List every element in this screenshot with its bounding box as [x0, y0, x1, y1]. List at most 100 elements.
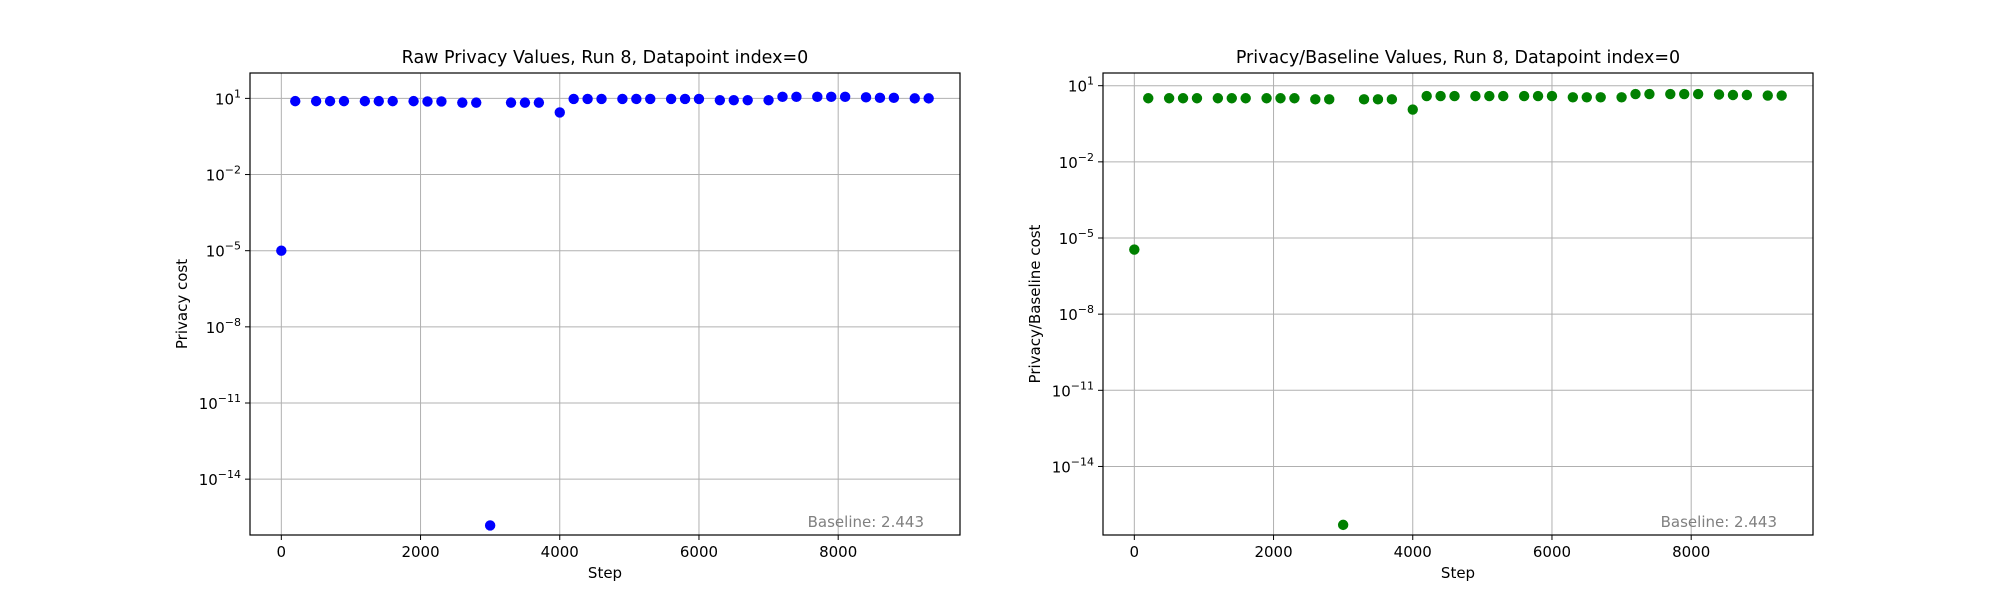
data-point [387, 95, 398, 107]
data-point [1310, 94, 1321, 105]
data-point [1386, 94, 1398, 105]
data-point [1163, 93, 1175, 104]
data-point [1421, 90, 1432, 102]
y-tick-label: 10−14 [199, 468, 241, 489]
data-point [1261, 93, 1272, 104]
data-point [1567, 92, 1579, 103]
data-point [1449, 90, 1460, 102]
data-point [839, 91, 851, 103]
data-point [1337, 519, 1349, 531]
data-point [1532, 90, 1544, 102]
data-point [505, 97, 517, 108]
x-tick-label: 8000 [1672, 543, 1710, 561]
data-point [791, 91, 802, 103]
data-point [484, 520, 496, 531]
data-point [923, 93, 934, 104]
data-point [826, 91, 837, 103]
x-tick-label: 0 [1130, 543, 1140, 561]
data-point [1713, 89, 1725, 100]
chart-title: Raw Privacy Values, Run 8, Datapoint ind… [402, 48, 809, 68]
y-tick-label: 10−11 [1052, 379, 1094, 400]
data-point [1226, 93, 1237, 104]
y-tick-label: 10−2 [206, 164, 241, 185]
data-point [1407, 104, 1418, 115]
y-tick-label: 10−14 [1052, 455, 1094, 476]
data-point [471, 97, 482, 108]
axes-frame [1102, 72, 1814, 536]
y-tick-label: 10−2 [1059, 151, 1094, 172]
data-point [373, 95, 384, 107]
data-point [1679, 88, 1690, 100]
data-point [554, 107, 565, 118]
y-tick-label: 10−5 [1059, 227, 1094, 248]
x-tick-label: 0 [277, 543, 287, 561]
data-point [324, 95, 336, 107]
data-point [1616, 92, 1627, 103]
x-tick-label: 4000 [541, 543, 579, 561]
data-point [408, 95, 419, 107]
data-point [276, 245, 287, 256]
data-point [596, 93, 607, 105]
data-point [1595, 92, 1606, 103]
y-tick-label: 101 [1068, 75, 1094, 96]
data-point [1289, 93, 1300, 104]
baseline-annotation: Baseline: 2.443 [808, 513, 924, 531]
data-point [1143, 93, 1154, 104]
data-point [310, 95, 322, 107]
data-point [1498, 90, 1509, 102]
data-point [1581, 92, 1592, 103]
data-point [1762, 90, 1773, 101]
data-point [582, 93, 593, 105]
x-tick-label: 6000 [1533, 543, 1571, 561]
data-point [1191, 93, 1203, 104]
data-point [457, 97, 468, 108]
y-axis-label: Privacy/Baseline cost [1026, 224, 1044, 383]
data-point [1470, 90, 1481, 102]
x-tick-label: 8000 [819, 543, 857, 561]
data-point [1484, 90, 1495, 102]
x-tick-label: 2000 [401, 543, 439, 561]
data-point [742, 94, 753, 106]
data-point [763, 94, 774, 106]
data-point [693, 93, 705, 105]
data-point [909, 93, 920, 104]
data-point [436, 96, 447, 107]
data-point [1435, 90, 1446, 102]
data-point [645, 93, 656, 105]
data-point [1630, 88, 1641, 100]
y-tick-label: 10−11 [199, 392, 241, 413]
x-tick-label: 2000 [1254, 543, 1292, 561]
data-point [777, 91, 788, 103]
data-point [812, 91, 823, 103]
data-point [519, 97, 531, 108]
data-point [1727, 89, 1739, 101]
data-point [1177, 93, 1189, 104]
data-point [1129, 244, 1140, 255]
y-tick-label: 101 [215, 87, 241, 108]
data-point [1776, 90, 1787, 101]
data-point [290, 95, 301, 107]
data-point [359, 95, 371, 107]
chart-panel-1: 0 2000 4000 6000 8000 101 10−2 10−5 10−8 10−11 10−… [173, 48, 961, 582]
data-point [533, 97, 545, 108]
data-point [1665, 88, 1676, 100]
y-axis-label: Privacy cost [173, 259, 191, 349]
data-point [338, 95, 350, 107]
chart-title: Privacy/Baseline Values, Run 8, Datapoin… [1236, 48, 1680, 68]
data-point [631, 93, 642, 105]
data-point [1518, 90, 1530, 102]
data-point [1372, 94, 1384, 105]
data-point [888, 92, 900, 104]
data-point [860, 92, 872, 103]
data-point [1212, 93, 1224, 104]
data-point [422, 96, 433, 107]
data-point [617, 93, 628, 105]
data-point [1546, 90, 1558, 102]
y-tick-label: 10−5 [206, 240, 241, 261]
data-point [665, 93, 677, 105]
data-point [728, 94, 739, 106]
data-point [874, 92, 886, 104]
x-tick-label: 6000 [680, 543, 718, 561]
data-point [568, 93, 579, 105]
